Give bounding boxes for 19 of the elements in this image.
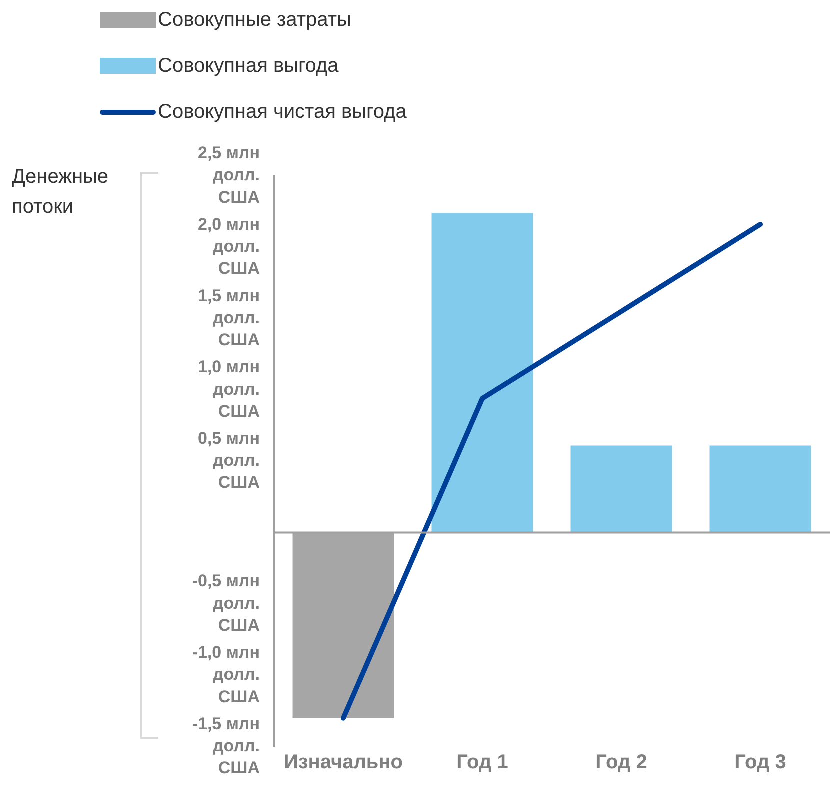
bar: [710, 446, 812, 533]
y-axis-title: Денежные потоки: [12, 165, 110, 220]
y-tick-label: 1,5 млн долл. США: [198, 286, 260, 350]
y-tick-label: 0,5 млн долл. США: [198, 429, 260, 492]
legend-label: Совокупная чистая выгода: [158, 100, 407, 124]
x-tick-label: Год 3: [734, 751, 786, 774]
y-tick-label: 2,5 млн долл. США: [198, 144, 260, 207]
bar: [432, 213, 534, 533]
x-tick-label: Год 2: [596, 751, 648, 774]
y-tick-label: -1,5 млн долл. США: [192, 714, 260, 778]
x-tick-label: Изначально: [284, 751, 404, 774]
y-tick-label: -1,0 млн долл. США: [192, 643, 260, 706]
y-tick-label: 2,0 млн долл. США: [198, 214, 260, 278]
y-tick-label: 1,0 млн долл. США: [198, 358, 260, 421]
x-tick-label: Год 1: [456, 751, 508, 774]
legend-label: Совокупная выгода: [158, 54, 339, 78]
bar: [570, 446, 672, 533]
y-tick-label: -0,5 млн долл. США: [192, 572, 260, 635]
legend-label: Совокупные затраты: [158, 8, 352, 32]
